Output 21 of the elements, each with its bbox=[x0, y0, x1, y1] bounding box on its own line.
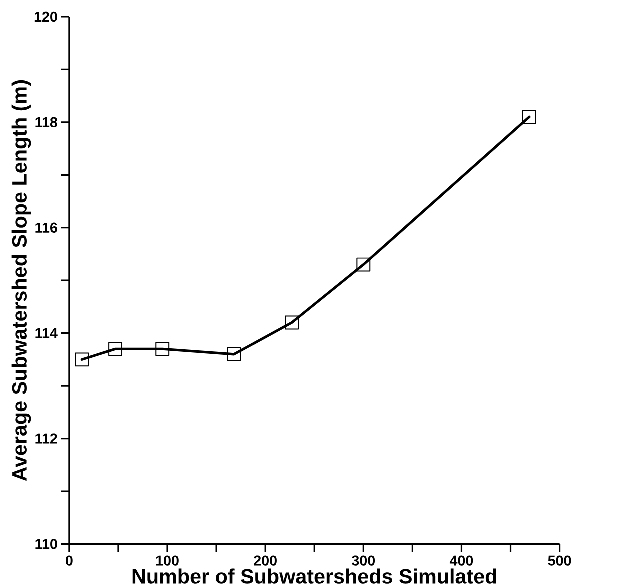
x-tick-label: 200 bbox=[254, 556, 277, 566]
y-tick-label: 112 bbox=[36, 434, 58, 444]
point bbox=[75, 352, 90, 367]
y-tick-label: 114 bbox=[36, 328, 58, 338]
y-tick-label: 110 bbox=[36, 539, 58, 550]
x-tick-label: 400 bbox=[450, 556, 474, 566]
point bbox=[227, 347, 242, 362]
y-tick-label: 118 bbox=[36, 117, 58, 128]
x-tick-label: 0 bbox=[66, 556, 73, 566]
x-tick-label: 100 bbox=[156, 556, 179, 566]
point bbox=[156, 342, 170, 356]
point bbox=[285, 316, 300, 330]
x-axis-title: Number of Subwatersheds Simulated bbox=[132, 568, 496, 584]
point bbox=[356, 258, 371, 272]
y-tick-label: 116 bbox=[36, 222, 58, 233]
y-axis-title: Average Subwatershed Slope Length (m) bbox=[12, 80, 32, 482]
y-tick-label: 120 bbox=[34, 12, 58, 22]
x-tick-label: 300 bbox=[352, 556, 376, 566]
point bbox=[108, 342, 123, 356]
point bbox=[522, 110, 536, 124]
x-tick-label: 500 bbox=[548, 556, 572, 566]
